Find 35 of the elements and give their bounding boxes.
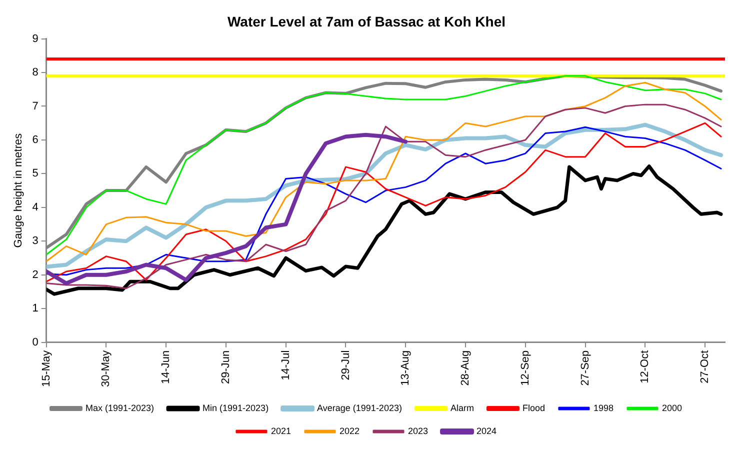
legend-label: 2023	[408, 426, 428, 436]
legend-label: 2021	[270, 426, 291, 436]
x-tick-label: 29-Jun	[220, 350, 232, 384]
x-tick-label: 27-Sep	[579, 350, 592, 386]
x-tick-label: 14-Jun	[160, 350, 172, 384]
y-tick-label: 1	[32, 302, 38, 315]
legend-label: Flood	[522, 402, 545, 413]
legend-label: 1998	[593, 402, 614, 413]
legend-label: Alarm	[450, 402, 474, 413]
y-tick-label: 3	[32, 235, 38, 248]
x-tick-label: 12-Sep	[519, 350, 532, 386]
y-tick-label: 0	[32, 336, 38, 348]
y-tick-label: 7	[32, 100, 38, 112]
y-tick-label: 2	[32, 268, 38, 281]
legend-label: Max (1991-2023)	[85, 402, 154, 413]
legend-label: 2022	[339, 426, 360, 436]
x-tick-label: 13-Aug	[400, 350, 412, 386]
x-tick-label: 28-Aug	[460, 350, 472, 386]
x-tick-label: 29-Jul	[340, 350, 352, 380]
legend-label: Min (1991-2023)	[202, 402, 269, 413]
x-tick-label: 30-May	[100, 350, 112, 388]
x-tick-label: 14-Jul	[280, 350, 292, 380]
legend-label: Average (1991-2023)	[317, 402, 402, 413]
y-tick-label: 6	[32, 134, 38, 146]
x-tick-label: 15-May	[40, 350, 52, 388]
legend-label: 2024	[476, 426, 497, 436]
y-tick-label: 5	[32, 168, 38, 180]
y-tick-label: 8	[32, 66, 38, 79]
y-tick-label: 4	[32, 201, 38, 214]
y-tick-label: 9	[32, 32, 38, 45]
x-tick-label: 27-Oct	[699, 350, 712, 384]
y-axis-title: Gauge height in metres	[12, 132, 25, 248]
legend-label: 2000	[662, 402, 682, 413]
chart-title: Water Level at 7am of Bassac at Koh Khel	[227, 13, 506, 30]
x-tick-label: 12-Oct	[639, 350, 652, 384]
